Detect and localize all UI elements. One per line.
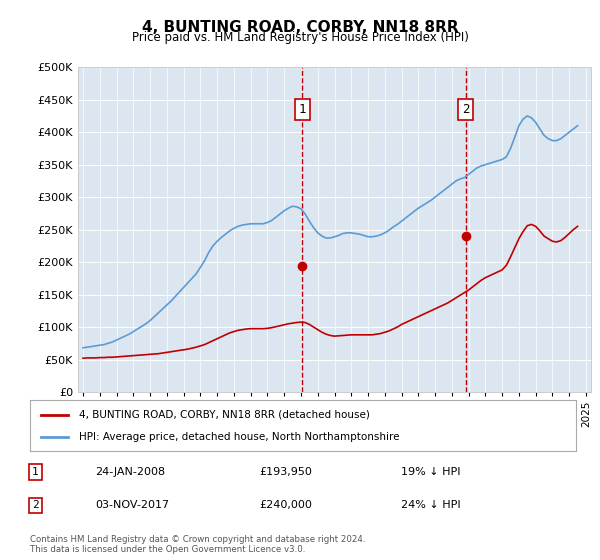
- Text: 4, BUNTING ROAD, CORBY, NN18 8RR (detached house): 4, BUNTING ROAD, CORBY, NN18 8RR (detach…: [79, 409, 370, 419]
- Text: Contains HM Land Registry data © Crown copyright and database right 2024.
This d: Contains HM Land Registry data © Crown c…: [30, 535, 365, 554]
- Text: 03-NOV-2017: 03-NOV-2017: [95, 501, 170, 510]
- Text: 19% ↓ HPI: 19% ↓ HPI: [401, 467, 461, 477]
- Text: 24% ↓ HPI: 24% ↓ HPI: [401, 501, 461, 510]
- Text: Price paid vs. HM Land Registry's House Price Index (HPI): Price paid vs. HM Land Registry's House …: [131, 31, 469, 44]
- Text: 2: 2: [32, 501, 39, 510]
- Text: 24-JAN-2008: 24-JAN-2008: [95, 467, 166, 477]
- Text: 2: 2: [462, 103, 470, 116]
- Text: £193,950: £193,950: [259, 467, 312, 477]
- Text: HPI: Average price, detached house, North Northamptonshire: HPI: Average price, detached house, Nort…: [79, 432, 400, 442]
- Text: £240,000: £240,000: [259, 501, 312, 510]
- Text: 1: 1: [298, 103, 306, 116]
- Text: 4, BUNTING ROAD, CORBY, NN18 8RR: 4, BUNTING ROAD, CORBY, NN18 8RR: [142, 20, 458, 35]
- Text: 1: 1: [32, 467, 39, 477]
